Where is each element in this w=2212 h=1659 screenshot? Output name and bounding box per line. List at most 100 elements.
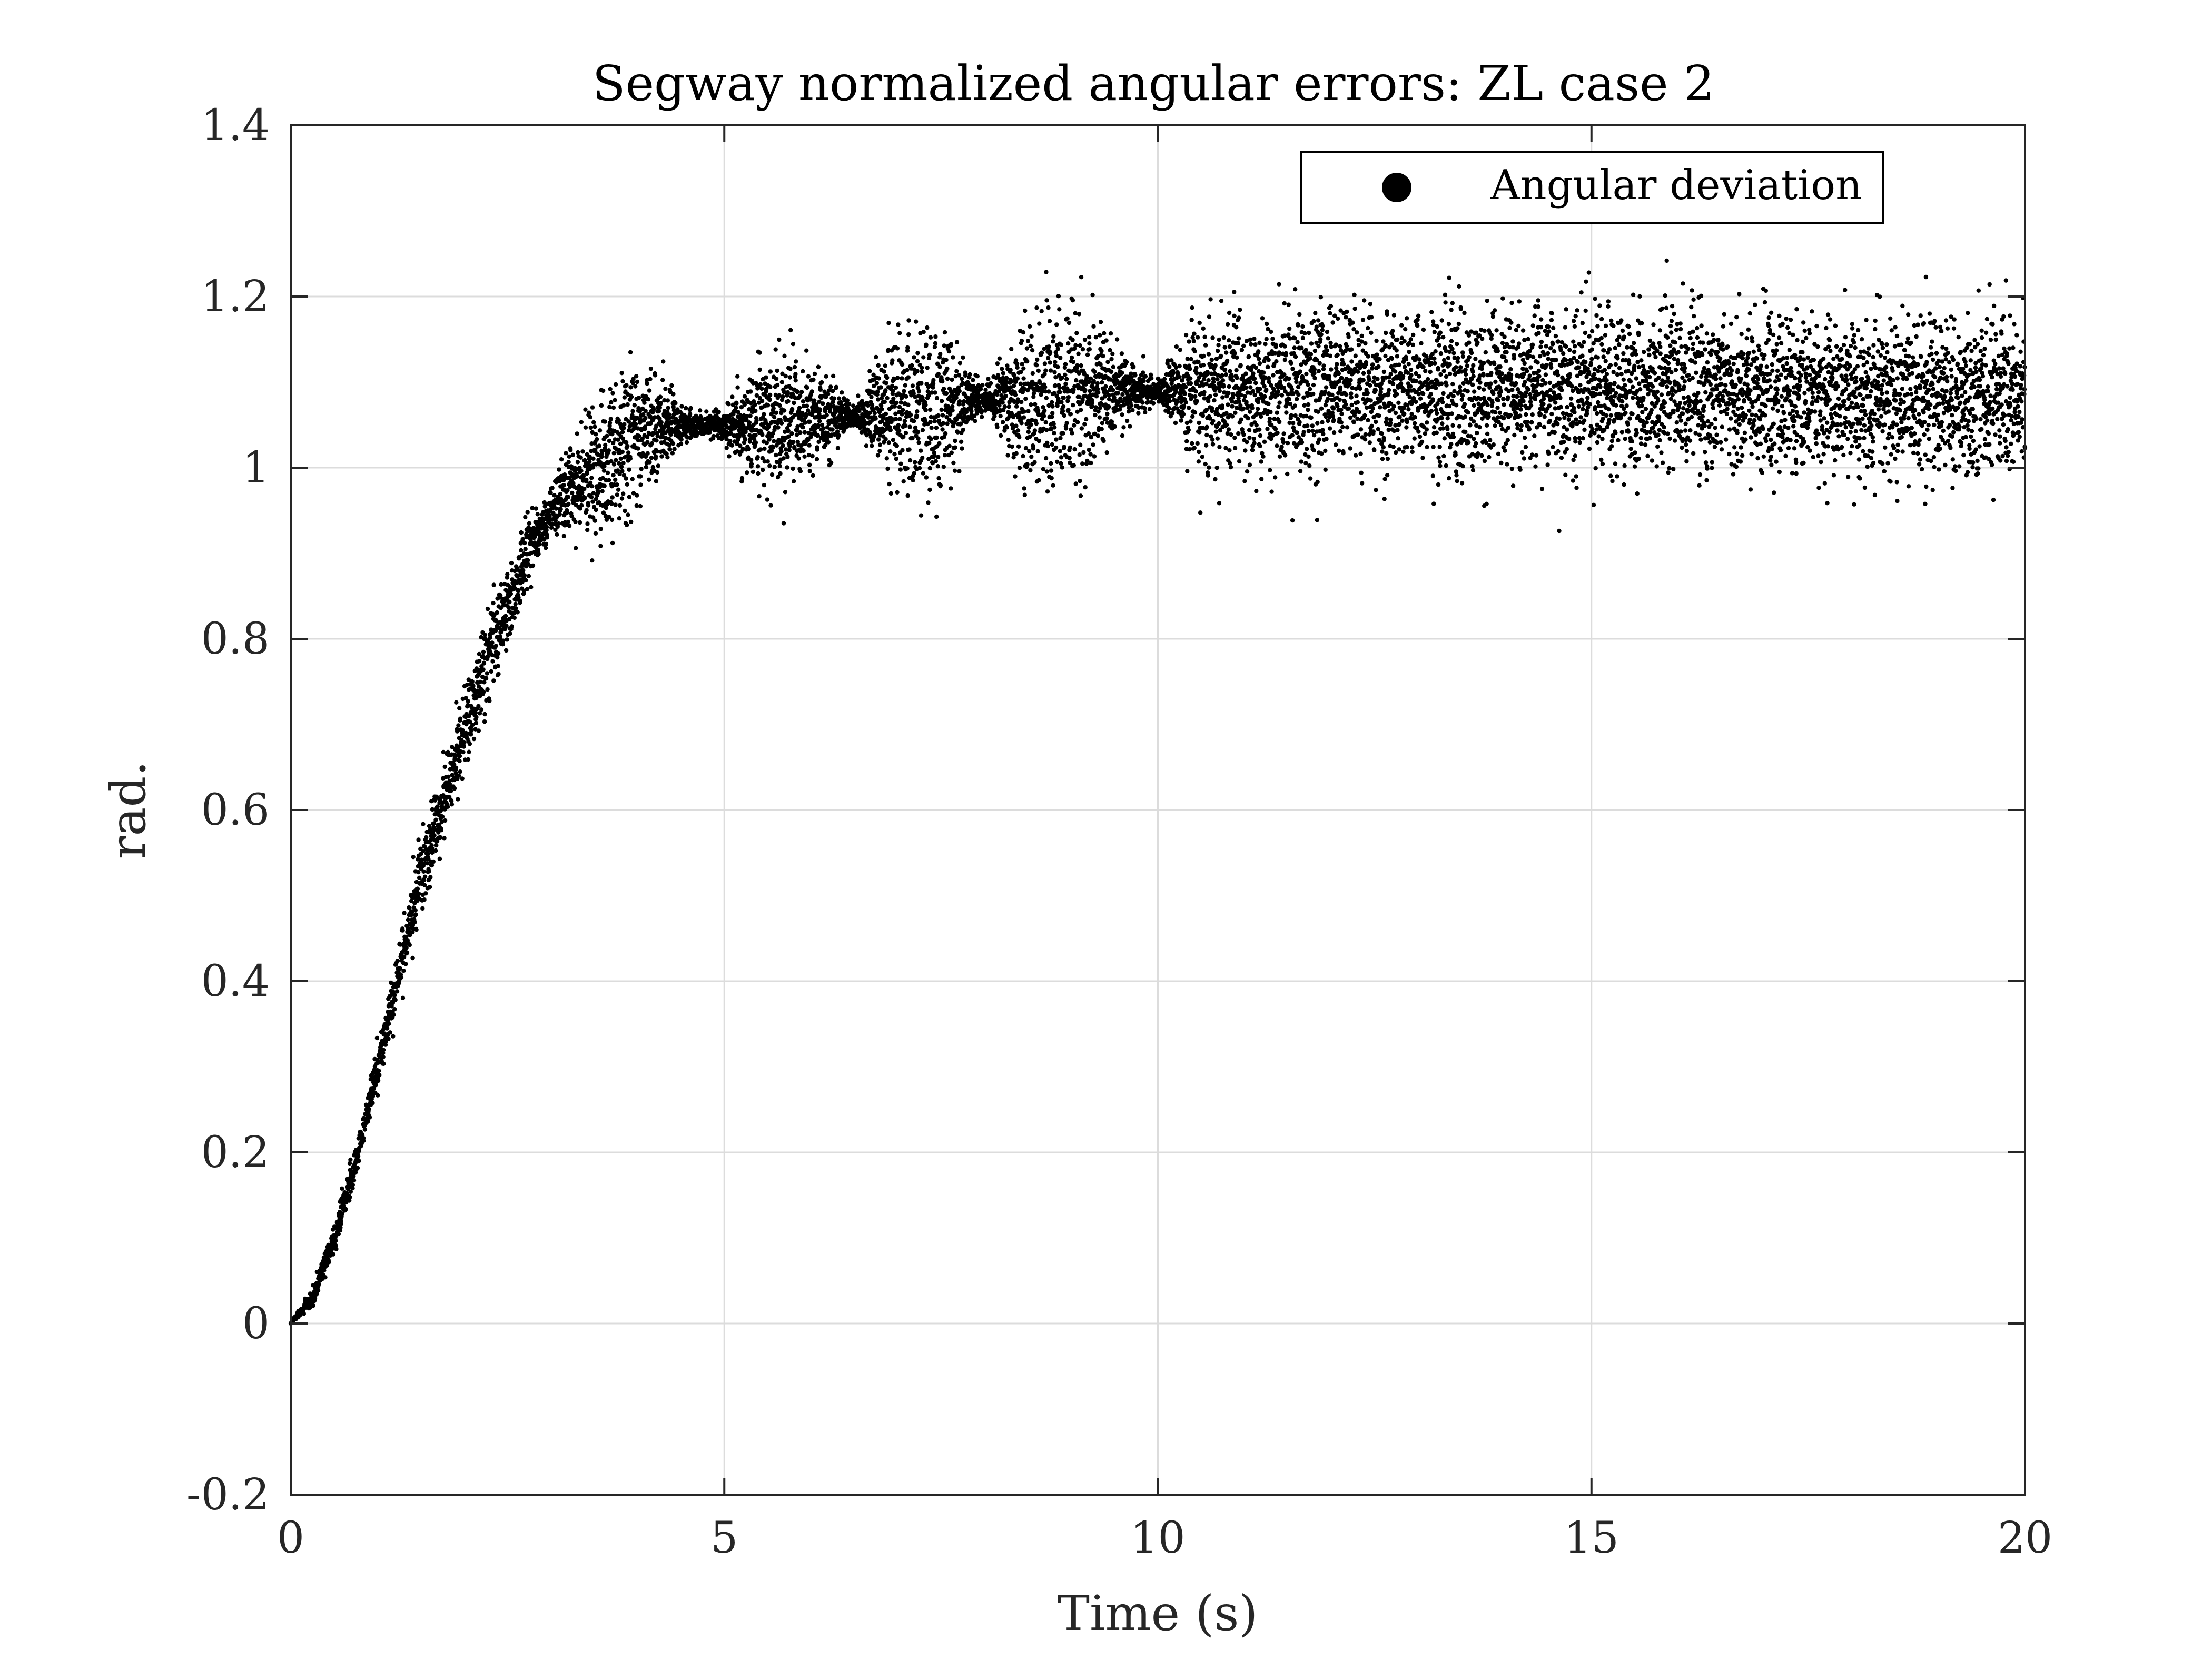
data-point — [1234, 325, 1239, 330]
data-point — [1194, 399, 1199, 403]
data-point — [835, 446, 841, 450]
data-point — [1182, 391, 1188, 396]
data-point — [1170, 411, 1175, 416]
data-point — [601, 388, 606, 393]
data-point — [1124, 360, 1129, 364]
data-point — [557, 512, 562, 517]
data-point — [495, 655, 500, 660]
data-point — [1016, 444, 1021, 449]
data-point — [632, 403, 637, 408]
data-point — [906, 318, 911, 323]
data-point — [606, 478, 611, 482]
data-point — [649, 455, 654, 460]
data-point — [919, 513, 924, 518]
data-point — [906, 402, 911, 407]
data-point — [570, 490, 575, 496]
data-point — [865, 403, 871, 408]
data-point — [801, 425, 805, 430]
data-point — [834, 384, 839, 389]
data-point — [422, 883, 427, 887]
data-point — [959, 439, 964, 444]
data-point — [606, 448, 611, 453]
data-point — [407, 943, 412, 947]
data-point — [934, 426, 939, 430]
data-point — [417, 875, 422, 881]
data-point — [1078, 478, 1082, 483]
data-point — [439, 828, 443, 833]
data-point — [775, 382, 780, 388]
data-point — [1073, 311, 1078, 316]
data-point — [518, 598, 522, 604]
data-point — [997, 356, 1002, 361]
data-point — [782, 408, 787, 413]
data-point — [486, 654, 490, 659]
data-point — [590, 405, 595, 410]
data-point — [603, 442, 608, 448]
data-point — [900, 412, 904, 417]
data-point — [598, 460, 603, 465]
data-point — [367, 1115, 372, 1120]
data-point — [585, 521, 590, 526]
data-point — [620, 469, 625, 473]
data-point — [798, 430, 803, 435]
data-point — [618, 441, 623, 446]
data-point — [1071, 463, 1077, 468]
data-point — [392, 993, 397, 998]
data-point — [1070, 338, 1075, 342]
data-point — [334, 1247, 339, 1251]
data-point — [570, 452, 575, 457]
data-point — [1030, 348, 1035, 353]
data-point — [569, 514, 574, 519]
data-point — [755, 455, 760, 460]
data-point — [552, 493, 557, 498]
data-point — [457, 754, 462, 758]
data-point — [544, 525, 549, 529]
data-point — [315, 1288, 321, 1293]
data-point — [954, 369, 959, 374]
data-point — [1167, 399, 1172, 403]
data-point — [581, 474, 586, 479]
data-point — [611, 440, 616, 446]
data-point — [934, 514, 939, 519]
data-point — [438, 835, 443, 840]
data-point — [621, 491, 626, 496]
data-point — [1230, 392, 1236, 397]
data-point — [1126, 409, 1131, 414]
data-point — [456, 723, 461, 728]
data-point — [1224, 411, 1229, 416]
data-point — [1227, 338, 1231, 343]
data-point — [1093, 412, 1098, 418]
data-point — [1058, 355, 1063, 360]
data-point — [1245, 469, 1250, 474]
data-point — [1019, 338, 1024, 343]
data-point — [536, 551, 541, 556]
data-point — [1101, 438, 1106, 443]
data-point — [828, 460, 834, 465]
data-point — [596, 452, 600, 458]
data-point — [1236, 341, 1241, 345]
data-point — [1191, 339, 1196, 343]
data-point — [437, 822, 442, 827]
data-point — [1102, 394, 1108, 399]
data-point — [920, 428, 925, 432]
data-point — [1041, 413, 1046, 419]
data-point — [649, 441, 655, 446]
data-point — [885, 375, 890, 380]
data-point — [746, 447, 752, 451]
data-point — [616, 418, 621, 423]
data-point — [1063, 372, 1068, 377]
data-point — [567, 454, 572, 459]
data-point — [973, 419, 977, 423]
data-point — [432, 833, 437, 838]
data-point — [900, 376, 904, 381]
data-point — [913, 460, 917, 465]
data-point — [1248, 380, 1252, 384]
data-point — [903, 430, 908, 436]
data-point — [1235, 355, 1239, 360]
data-point — [1099, 349, 1104, 353]
data-point — [867, 369, 872, 373]
data-point — [1166, 410, 1171, 414]
data-point — [1242, 479, 1247, 483]
data-point — [434, 843, 439, 848]
data-point — [1214, 465, 1219, 470]
